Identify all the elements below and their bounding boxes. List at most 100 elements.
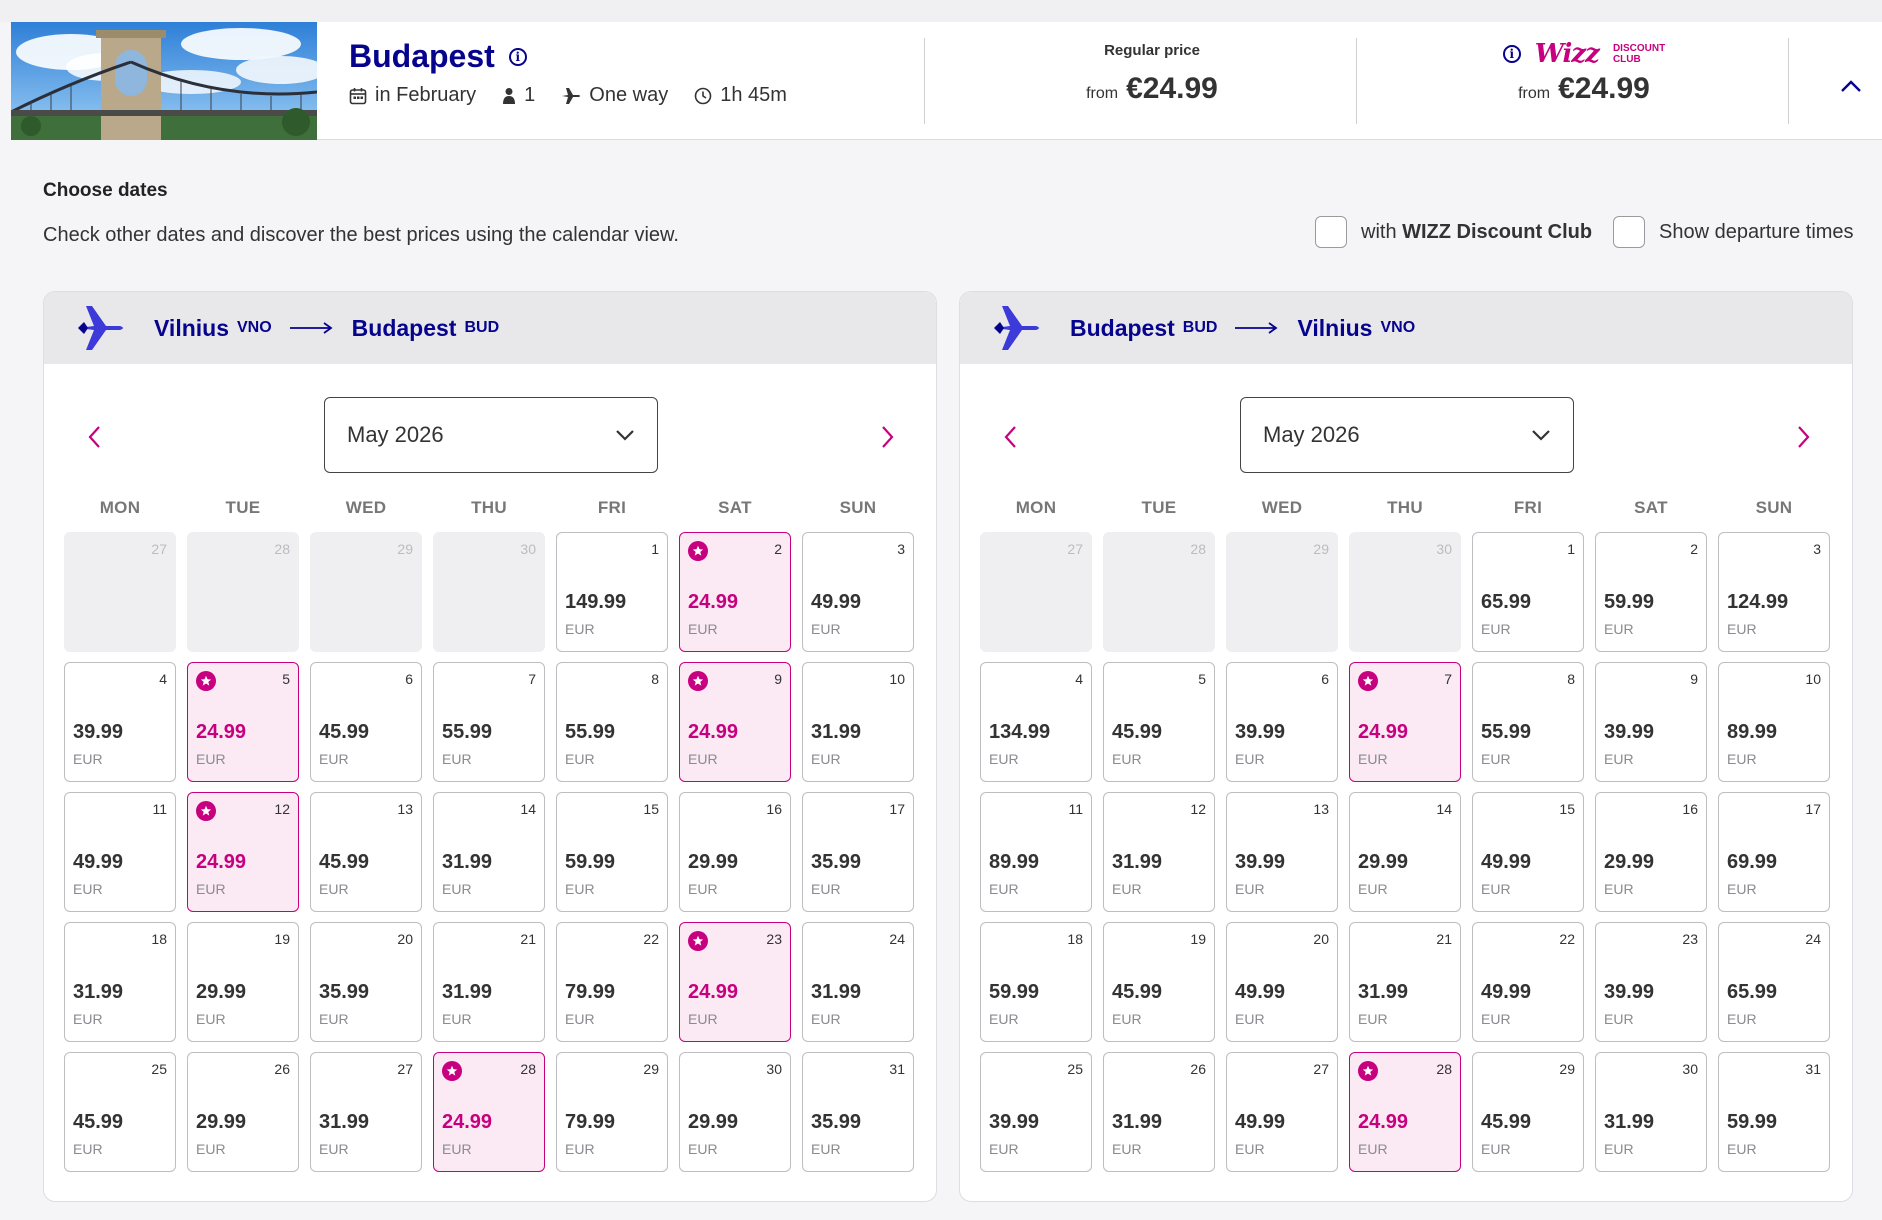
calendar-day[interactable]: 24 65.99 EUR — [1718, 922, 1830, 1042]
calendar-day[interactable]: 21 31.99 EUR — [1349, 922, 1461, 1042]
day-currency: EUR — [1112, 751, 1142, 767]
calendar-day[interactable]: 10 31.99 EUR — [802, 662, 914, 782]
calendar-day[interactable]: 17 35.99 EUR — [802, 792, 914, 912]
divider — [924, 38, 925, 124]
month-select[interactable]: May 2026 — [324, 397, 658, 473]
day-number: 27 — [1313, 1061, 1329, 1077]
plane-icon — [562, 87, 581, 104]
calendar-day[interactable]: 29 45.99 EUR — [1472, 1052, 1584, 1172]
calendar-day[interactable]: 5 45.99 EUR — [1103, 662, 1215, 782]
calendar-day[interactable]: 9 24.99 EUR — [679, 662, 791, 782]
calendar-day[interactable]: 6 39.99 EUR — [1226, 662, 1338, 782]
day-currency: EUR — [688, 751, 718, 767]
calendar-day[interactable]: 2 59.99 EUR — [1595, 532, 1707, 652]
arrow-right-icon — [1235, 322, 1279, 334]
calendar-day[interactable]: 27 49.99 EUR — [1226, 1052, 1338, 1172]
day-price: 45.99 — [1112, 721, 1163, 743]
day-currency: EUR — [1481, 751, 1511, 767]
calendar-day[interactable]: 31 35.99 EUR — [802, 1052, 914, 1172]
calendar-day[interactable]: 30 31.99 EUR — [1595, 1052, 1707, 1172]
calendar-day[interactable]: 10 89.99 EUR — [1718, 662, 1830, 782]
calendar-day[interactable]: 8 55.99 EUR — [556, 662, 668, 782]
calendar-day[interactable]: 18 59.99 EUR — [980, 922, 1092, 1042]
calendar-day[interactable]: 18 31.99 EUR — [64, 922, 176, 1042]
calendar-day[interactable]: 19 45.99 EUR — [1103, 922, 1215, 1042]
info-icon[interactable]: i — [508, 47, 527, 66]
calendar-day[interactable]: 17 69.99 EUR — [1718, 792, 1830, 912]
calendar-day[interactable]: 21 31.99 EUR — [433, 922, 545, 1042]
day-number: 31 — [1805, 1061, 1821, 1077]
day-currency: EUR — [196, 1141, 226, 1157]
calendar-day[interactable]: 9 39.99 EUR — [1595, 662, 1707, 782]
wdc-checkbox[interactable]: with WIZZ Discount Club — [1315, 216, 1592, 248]
calendar-day[interactable]: 3 49.99 EUR — [802, 532, 914, 652]
calendar-day[interactable]: 24 31.99 EUR — [802, 922, 914, 1042]
day-number: 1 — [1567, 541, 1575, 557]
calendar-day[interactable]: 23 24.99 EUR — [679, 922, 791, 1042]
day-price: 39.99 — [73, 721, 124, 743]
calendar-day[interactable]: 15 59.99 EUR — [556, 792, 668, 912]
previous-month-button[interactable] — [998, 422, 1022, 452]
day-price: 45.99 — [73, 1111, 124, 1133]
day-currency: EUR — [811, 621, 841, 637]
calendar-day[interactable]: 23 39.99 EUR — [1595, 922, 1707, 1042]
departure-times-checkbox-box[interactable] — [1613, 216, 1645, 248]
weekday-header: MON TUE WED THU FRI SAT SUN — [960, 494, 1852, 532]
next-month-button[interactable] — [1792, 422, 1816, 452]
next-month-button[interactable] — [876, 422, 900, 452]
calendar-day[interactable]: 26 29.99 EUR — [187, 1052, 299, 1172]
wdc-checkbox-box[interactable] — [1315, 216, 1347, 248]
calendar-day[interactable]: 19 29.99 EUR — [187, 922, 299, 1042]
calendar-day[interactable]: 22 79.99 EUR — [556, 922, 668, 1042]
month-select[interactable]: May 2026 — [1240, 397, 1574, 473]
day-price: 89.99 — [1727, 721, 1778, 743]
calendar-day[interactable]: 13 39.99 EUR — [1226, 792, 1338, 912]
calendar-day[interactable]: 1 65.99 EUR — [1472, 532, 1584, 652]
calendar-day[interactable]: 16 29.99 EUR — [679, 792, 791, 912]
calendar-day[interactable]: 29 79.99 EUR — [556, 1052, 668, 1172]
calendar-day[interactable]: 2 24.99 EUR — [679, 532, 791, 652]
chevron-left-icon — [88, 426, 100, 448]
calendar-day[interactable]: 7 24.99 EUR — [1349, 662, 1461, 782]
calendar-day[interactable]: 20 49.99 EUR — [1226, 922, 1338, 1042]
calendar-day[interactable]: 20 35.99 EUR — [310, 922, 422, 1042]
calendar-day[interactable]: 25 39.99 EUR — [980, 1052, 1092, 1172]
calendar-day[interactable]: 15 49.99 EUR — [1472, 792, 1584, 912]
calendar-day[interactable]: 16 29.99 EUR — [1595, 792, 1707, 912]
previous-month-button[interactable] — [82, 422, 106, 452]
calendar-day[interactable]: 30 29.99 EUR — [679, 1052, 791, 1172]
calendar-day[interactable]: 5 24.99 EUR — [187, 662, 299, 782]
calendar-day[interactable]: 11 89.99 EUR — [980, 792, 1092, 912]
calendar-day[interactable]: 12 24.99 EUR — [187, 792, 299, 912]
collapse-button[interactable] — [1831, 66, 1871, 106]
calendar-day[interactable]: 31 59.99 EUR — [1718, 1052, 1830, 1172]
club-price-value: €24.99 — [1558, 72, 1650, 105]
calendar-day[interactable]: 26 31.99 EUR — [1103, 1052, 1215, 1172]
calendar-day[interactable]: 22 49.99 EUR — [1472, 922, 1584, 1042]
day-number: 25 — [151, 1061, 167, 1077]
calendar-day[interactable]: 27 31.99 EUR — [310, 1052, 422, 1172]
day-number: 26 — [274, 1061, 290, 1077]
day-number: 9 — [1690, 671, 1698, 687]
flight-duration: 1h 45m — [694, 84, 787, 107]
calendar-day[interactable]: 3 124.99 EUR — [1718, 532, 1830, 652]
calendar-day[interactable]: 14 29.99 EUR — [1349, 792, 1461, 912]
calendar-day[interactable]: 13 45.99 EUR — [310, 792, 422, 912]
calendar-day[interactable]: 4 39.99 EUR — [64, 662, 176, 782]
wdc-checkbox-bold: WIZZ Discount Club — [1402, 220, 1593, 243]
calendar-day[interactable]: 8 55.99 EUR — [1472, 662, 1584, 782]
departure-times-checkbox[interactable]: Show departure times — [1613, 216, 1854, 248]
day-price: 24.99 — [688, 981, 739, 1003]
calendar-day[interactable]: 28 24.99 EUR — [433, 1052, 545, 1172]
calendar-day[interactable]: 25 45.99 EUR — [64, 1052, 176, 1172]
calendar-day[interactable]: 7 55.99 EUR — [433, 662, 545, 782]
calendar-day[interactable]: 14 31.99 EUR — [433, 792, 545, 912]
day-number: 8 — [1567, 671, 1575, 687]
calendar-day[interactable]: 28 24.99 EUR — [1349, 1052, 1461, 1172]
calendar-day[interactable]: 4 134.99 EUR — [980, 662, 1092, 782]
info-icon[interactable]: i — [1502, 45, 1521, 63]
calendar-day[interactable]: 12 31.99 EUR — [1103, 792, 1215, 912]
calendar-day[interactable]: 6 45.99 EUR — [310, 662, 422, 782]
